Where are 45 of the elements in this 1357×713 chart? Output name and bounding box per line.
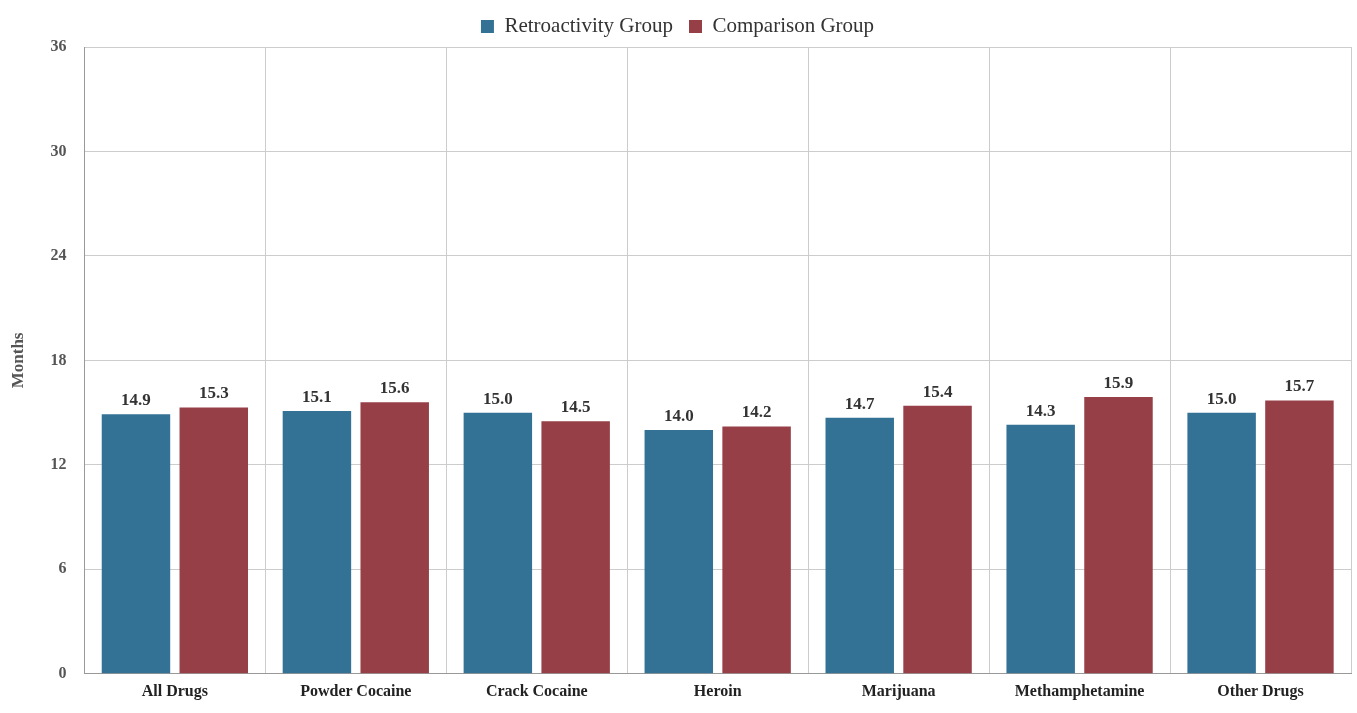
data-label: 15.9 — [1103, 372, 1134, 392]
x-tick-label: Methamphetamine — [1014, 681, 1145, 700]
x-tick-label: Crack Cocaine — [485, 681, 588, 699]
y-tick-label: 0 — [58, 663, 67, 681]
y-tick-label: 24 — [50, 246, 67, 264]
y-axis-title: Months — [7, 332, 27, 389]
bar — [179, 407, 249, 674]
bar — [825, 417, 894, 674]
x-tick-label: Marijuana — [861, 681, 936, 700]
bar — [1187, 412, 1256, 674]
y-tick-label: 6 — [58, 559, 67, 577]
bar — [903, 405, 972, 674]
bar — [101, 414, 171, 674]
data-label: 15.0 — [1206, 388, 1237, 408]
bar — [1084, 396, 1153, 674]
bar — [282, 410, 352, 674]
data-label: 14.9 — [121, 390, 151, 410]
x-tick-label: Powder Cocaine — [300, 681, 412, 699]
bar — [360, 402, 429, 674]
data-label: 14.3 — [1025, 400, 1056, 420]
data-label: 15.0 — [482, 388, 513, 408]
y-tick-label: 36 — [50, 37, 67, 55]
data-label: 15.6 — [379, 378, 410, 398]
data-label: 15.7 — [1284, 376, 1315, 396]
bar — [644, 430, 714, 674]
y-tick-label: 30 — [50, 141, 67, 159]
bar — [722, 426, 791, 674]
data-label: 14.7 — [844, 393, 876, 413]
data-label: 14.2 — [741, 402, 772, 422]
legend-label: Comparison Group — [712, 13, 875, 38]
y-tick-label: 12 — [50, 455, 67, 473]
bar — [1006, 424, 1075, 674]
data-label: 15.4 — [922, 381, 953, 401]
x-tick-label: Other Drugs — [1217, 681, 1304, 700]
legend-label: Retroactivity Group — [504, 13, 673, 38]
data-label: 14.0 — [663, 405, 694, 425]
y-tick-label: 18 — [50, 350, 67, 368]
bar — [463, 412, 533, 674]
x-tick-label: All Drugs — [141, 681, 208, 700]
x-tick-label: Heroin — [693, 681, 742, 699]
data-label: 15.3 — [198, 383, 229, 403]
data-label: 15.1 — [302, 386, 332, 406]
bar — [541, 421, 610, 674]
bar — [1265, 400, 1334, 674]
data-label: 14.5 — [560, 397, 591, 417]
